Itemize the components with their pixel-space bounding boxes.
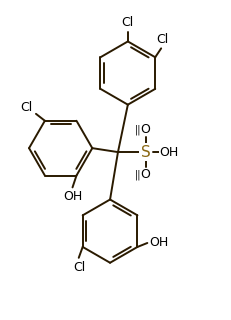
Text: ||: || (134, 170, 141, 180)
Text: Cl: Cl (156, 33, 168, 46)
Text: Cl: Cl (122, 16, 134, 29)
Text: Cl: Cl (74, 261, 86, 274)
Text: Cl: Cl (20, 101, 32, 115)
Text: OH: OH (160, 146, 179, 159)
Text: ||: || (134, 124, 141, 135)
Text: O: O (141, 123, 151, 136)
Text: OH: OH (63, 190, 82, 203)
Text: OH: OH (149, 236, 169, 249)
Text: O: O (141, 168, 151, 181)
Text: S: S (141, 145, 151, 160)
